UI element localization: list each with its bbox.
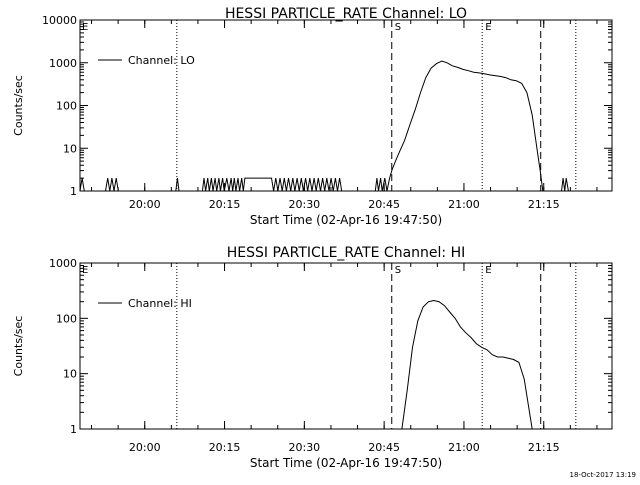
- timestamp: 18-Oct-2017 13:19: [569, 471, 636, 479]
- x-tick-label: 21:15: [528, 198, 560, 211]
- plot-frame: [79, 262, 613, 430]
- x-axis-label: Start Time (02-Apr-16 19:47:50): [250, 456, 442, 470]
- x-tick-label: 20:30: [288, 198, 320, 211]
- x-tick-label: 21:15: [528, 441, 560, 454]
- corner-marker-label: E: [82, 22, 88, 33]
- x-tick-label: 20:30: [288, 441, 320, 454]
- marker-label: S: [395, 265, 401, 276]
- x-tick-label: 20:00: [129, 198, 161, 211]
- x-tick-label: 21:00: [448, 441, 480, 454]
- y-axis-label: Counts/sec: [12, 316, 25, 377]
- marker-label: E: [485, 265, 491, 276]
- chart-title: HESSI PARTICLE_RATE Channel: HI: [227, 245, 465, 261]
- x-tick-label: 20:15: [209, 441, 241, 454]
- chart-panel-2: HESSI PARTICLE_RATE Channel: HI Counts/se…: [12, 245, 613, 470]
- y-axis-label: Counts/sec: [12, 75, 25, 136]
- y-tick-label: 10: [63, 142, 77, 155]
- x-tick-label: 20:15: [209, 198, 241, 211]
- y-tick-label: 10000: [42, 14, 77, 27]
- legend-label: Channel: HI: [128, 297, 192, 310]
- x-tick-label: 21:00: [448, 198, 480, 211]
- y-tick-label: 10: [63, 368, 77, 381]
- x-tick-label: 20:45: [368, 441, 400, 454]
- y-tick-label: 100: [56, 312, 77, 325]
- marker-label: S: [395, 22, 401, 33]
- legend-label: Channel: LO: [128, 54, 195, 67]
- y-tick-label: 1: [70, 185, 77, 198]
- marker-label: E: [485, 22, 491, 33]
- y-tick-label: 1000: [49, 257, 77, 270]
- plot-frame: [79, 19, 613, 192]
- y-tick-label: 1000: [49, 57, 77, 70]
- x-axis-label: Start Time (02-Apr-16 19:47:50): [250, 213, 442, 227]
- series-line-1: [80, 60, 569, 191]
- y-tick-label: 1: [70, 423, 77, 436]
- chart-title: HESSI PARTICLE_RATE Channel: LO: [225, 6, 467, 22]
- x-tick-label: 20:00: [129, 441, 161, 454]
- x-tick-label: 20:45: [368, 198, 400, 211]
- series-line-1: [401, 299, 533, 429]
- chart-panel-1: HESSI PARTICLE_RATE Channel: LO Counts/se…: [12, 6, 613, 227]
- corner-marker-label: E: [82, 265, 88, 276]
- y-tick-label: 100: [56, 100, 77, 113]
